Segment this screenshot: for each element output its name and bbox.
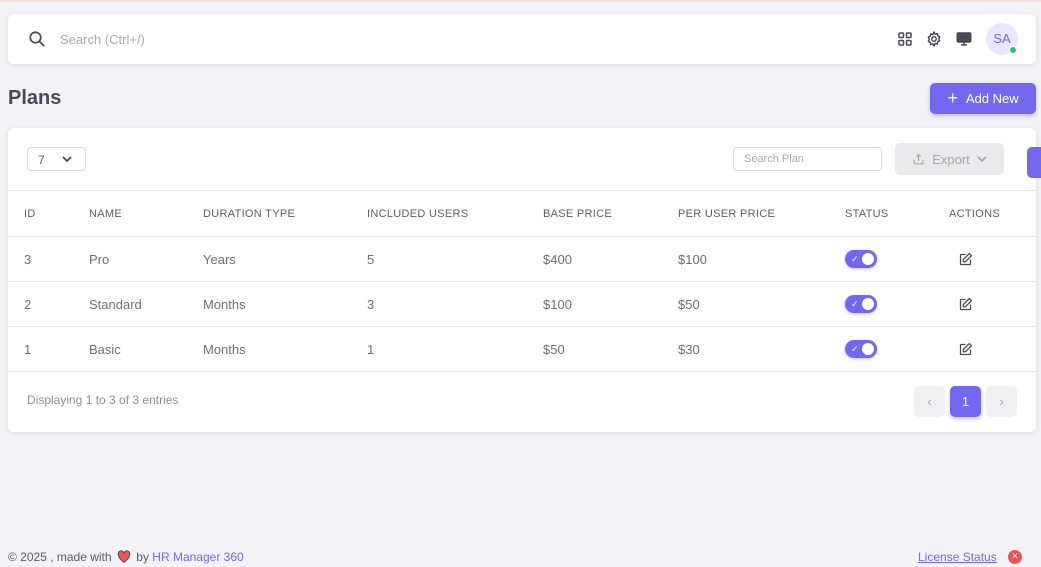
header-name[interactable]: NAME xyxy=(89,190,203,237)
cell-actions xyxy=(949,326,1036,372)
navbar: SA xyxy=(8,14,1036,64)
header-base-price[interactable]: BASE PRICE xyxy=(543,190,678,237)
cell-duration: Months xyxy=(203,281,367,327)
plan-search-input[interactable] xyxy=(733,147,882,171)
avatar-initials: SA xyxy=(993,31,1011,46)
page-1-button[interactable]: 1 xyxy=(950,386,981,417)
cell-users: 5 xyxy=(367,236,543,282)
export-icon xyxy=(913,153,924,164)
table-header-row: ID NAME DURATION TYPE INCLUDED USERS BAS… xyxy=(8,190,1036,237)
cell-per-user-price: $100 xyxy=(678,236,845,282)
table-row: 1 Basic Months 1 $50 $30 ✓ xyxy=(8,326,1036,372)
cell-id: 2 xyxy=(8,281,89,327)
page-title: Plans xyxy=(8,87,62,109)
page-length-value: 7 xyxy=(38,153,45,167)
cell-base-price: $400 xyxy=(543,236,678,282)
header-per-user-price[interactable]: PER USER PRICE xyxy=(678,190,845,237)
cell-users: 3 xyxy=(367,281,543,327)
header-duration-type[interactable]: DURATION TYPE xyxy=(203,190,367,237)
check-icon: ✓ xyxy=(851,254,859,264)
export-label: Export xyxy=(932,151,970,167)
cell-base-price: $100 xyxy=(543,281,678,327)
status-toggle[interactable]: ✓ xyxy=(845,340,877,358)
cell-per-user-price: $30 xyxy=(678,326,845,372)
avatar[interactable]: SA xyxy=(986,23,1018,55)
plus-icon: + xyxy=(947,87,958,108)
export-button[interactable]: Export xyxy=(895,143,1004,175)
chevron-down-icon xyxy=(62,156,72,163)
license-status-link[interactable]: License Status xyxy=(918,550,997,564)
edit-icon[interactable] xyxy=(958,252,973,267)
table-row: 3 Pro Years 5 $400 $100 ✓ xyxy=(8,236,1036,282)
page-length-select[interactable]: 7 xyxy=(27,147,86,171)
plans-table: ID NAME DURATION TYPE INCLUDED USERS BAS… xyxy=(8,190,1036,372)
table-info: Displaying 1 to 3 of 3 entries xyxy=(27,393,179,407)
chevron-down-icon xyxy=(977,156,987,163)
cell-actions xyxy=(949,236,1036,282)
check-icon: ✓ xyxy=(851,299,859,309)
cell-per-user-price: $50 xyxy=(678,281,845,327)
cell-duration: Years xyxy=(203,236,367,282)
add-new-label: Add New xyxy=(965,91,1019,106)
heart-icon xyxy=(117,550,131,563)
search-icon xyxy=(29,31,45,47)
header-id[interactable]: ID xyxy=(8,190,89,237)
pagination: ‹ 1 › xyxy=(914,386,1017,417)
online-status-dot xyxy=(1009,46,1017,54)
edit-icon[interactable] xyxy=(958,342,973,357)
top-border xyxy=(0,0,1041,2)
monitor-icon[interactable] xyxy=(955,30,973,48)
cell-name: Standard xyxy=(89,281,203,327)
page-footer: © 2025 , made with by HR Manager 360 xyxy=(8,550,244,564)
copyright-text: © 2025 , made with xyxy=(8,550,112,564)
cell-duration: Months xyxy=(203,326,367,372)
status-toggle[interactable]: ✓ xyxy=(845,250,877,268)
status-toggle[interactable]: ✓ xyxy=(845,295,877,313)
by-text: by xyxy=(136,550,149,564)
cell-actions xyxy=(949,281,1036,327)
header-actions: ACTIONS xyxy=(949,190,1036,237)
toggle-knob xyxy=(862,253,874,265)
cell-id: 3 xyxy=(8,236,89,282)
prev-page-button[interactable]: ‹ xyxy=(914,386,945,417)
gear-icon[interactable] xyxy=(925,30,943,48)
cell-status: ✓ xyxy=(845,326,949,372)
cell-base-price: $50 xyxy=(543,326,678,372)
next-page-button[interactable]: › xyxy=(986,386,1017,417)
global-search-input[interactable] xyxy=(60,27,360,51)
add-new-button[interactable]: + Add New xyxy=(930,83,1036,114)
cell-name: Basic xyxy=(89,326,203,372)
license-error-icon: × xyxy=(1008,550,1022,564)
cell-id: 1 xyxy=(8,326,89,372)
edit-icon[interactable] xyxy=(958,297,973,312)
brand-link[interactable]: HR Manager 360 xyxy=(152,550,244,564)
cell-users: 1 xyxy=(367,326,543,372)
cell-status: ✓ xyxy=(845,236,949,282)
cell-status: ✓ xyxy=(845,281,949,327)
toggle-knob xyxy=(862,343,874,355)
check-icon: ✓ xyxy=(851,344,859,354)
shortcuts-grid-icon[interactable] xyxy=(896,30,914,48)
header-included-users[interactable]: INCLUDED USERS xyxy=(367,190,543,237)
table-row: 2 Standard Months 3 $100 $50 ✓ xyxy=(8,281,1036,327)
plans-card: 7 Export ID NAME DURATION TYPE INCLUDED … xyxy=(8,128,1036,432)
toggle-knob xyxy=(862,298,874,310)
customizer-tab[interactable] xyxy=(1027,147,1041,178)
header-status[interactable]: STATUS xyxy=(845,190,949,237)
cell-name: Pro xyxy=(89,236,203,282)
